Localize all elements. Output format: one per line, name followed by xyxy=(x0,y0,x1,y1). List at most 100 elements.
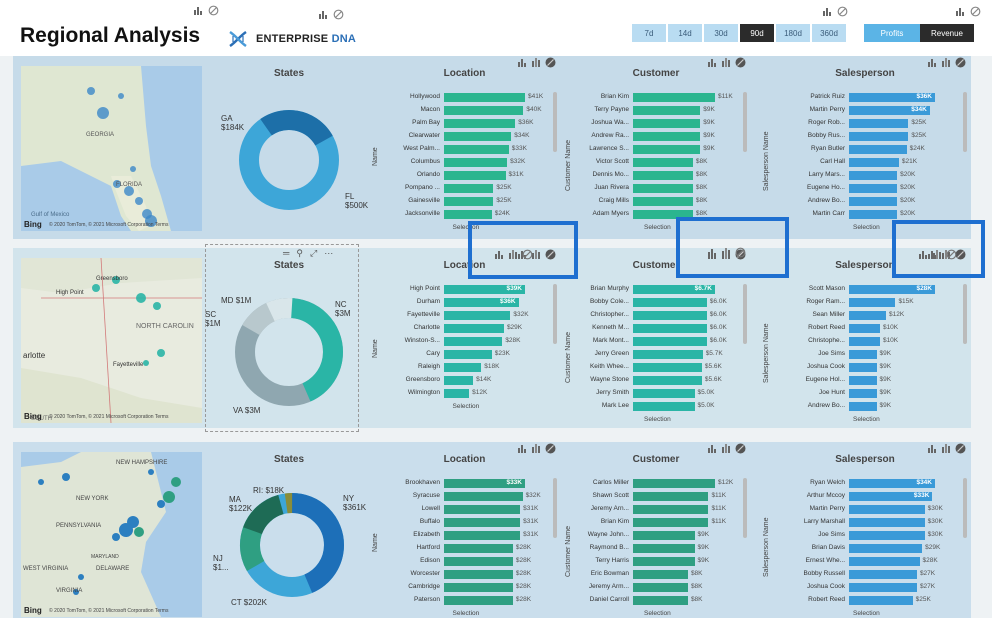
bar-row[interactable]: Victor Scott $8K xyxy=(561,157,751,167)
bar[interactable] xyxy=(633,349,703,359)
bar[interactable] xyxy=(849,517,925,527)
drill-icon[interactable] xyxy=(517,57,528,68)
bar-row[interactable]: Scott Mason $28K xyxy=(759,284,971,294)
none-icon[interactable] xyxy=(955,57,966,68)
bar[interactable] xyxy=(444,491,523,501)
bar-row[interactable]: Terry Payne $9K xyxy=(561,105,751,115)
bar-row[interactable]: Joe Hunt $9K xyxy=(759,388,971,398)
bar-row[interactable]: Clearwater $34K xyxy=(368,131,561,141)
bar[interactable] xyxy=(444,131,512,141)
states-panel[interactable]: States GA $184K FL $500K xyxy=(205,56,373,239)
highlight-icon[interactable] xyxy=(531,57,542,68)
highlight-icon[interactable] xyxy=(941,443,952,454)
highlight-icon[interactable] xyxy=(941,57,952,68)
bar-row[interactable]: Wayne Stone $5.6K xyxy=(561,375,751,385)
bar[interactable] xyxy=(444,530,521,540)
scrollbar[interactable] xyxy=(743,92,747,152)
bar-row[interactable]: Pompano ... $25K xyxy=(368,183,561,193)
bar-row[interactable]: Larry Mars... $20K xyxy=(759,170,971,180)
bar[interactable] xyxy=(849,183,898,193)
bar-row[interactable]: Larry Marshall $30K xyxy=(759,517,971,527)
scrollbar[interactable] xyxy=(963,284,967,344)
profits-button[interactable]: Profits xyxy=(864,24,920,42)
bar-row[interactable]: Mark Mont... $6.0K xyxy=(561,336,751,346)
bar[interactable] xyxy=(633,323,707,333)
states-donut[interactable] xyxy=(237,108,341,212)
scrollbar[interactable] xyxy=(553,92,557,152)
period-button-7d[interactable]: 7d xyxy=(632,24,666,42)
bar[interactable] xyxy=(633,569,688,579)
bar-row[interactable]: Jerry Green $5.7K xyxy=(561,349,751,359)
bar[interactable] xyxy=(444,196,494,206)
bar-row[interactable]: Lowell $31K xyxy=(368,504,561,514)
bar-row[interactable]: Keith Whee... $5.6K xyxy=(561,362,751,372)
bar-row[interactable]: Ernest Whe... $28K xyxy=(759,556,971,566)
bar-row[interactable]: Andrew Bo... $20K xyxy=(759,196,971,206)
bar[interactable] xyxy=(849,310,886,320)
drill-icon[interactable] xyxy=(517,443,528,454)
bar[interactable] xyxy=(849,582,917,592)
bar-row[interactable]: Daniel Carroll $8K xyxy=(561,595,751,605)
bar[interactable] xyxy=(633,196,693,206)
none-icon[interactable] xyxy=(946,249,957,260)
bar-row[interactable]: Joshua Cook $9K xyxy=(759,362,971,372)
bar-row[interactable]: Jeremy Arm... $8K xyxy=(561,582,751,592)
bar-row[interactable]: Andrew Bo... $9K xyxy=(759,401,971,411)
scrollbar[interactable] xyxy=(743,478,747,538)
bar-row[interactable]: Arthur Mccoy $33K xyxy=(759,491,971,501)
bar[interactable] xyxy=(633,504,709,514)
bar[interactable] xyxy=(633,284,715,294)
bar-row[interactable]: Orlando $31K xyxy=(368,170,561,180)
bar-row[interactable]: Hartford $28K xyxy=(368,543,561,553)
bar-row[interactable]: Palm Bay $36K xyxy=(368,118,561,128)
bar-row[interactable]: Buffalo $31K xyxy=(368,517,561,527)
bar[interactable] xyxy=(633,144,701,154)
bar[interactable] xyxy=(633,401,695,411)
focus-mode-icon[interactable]: ⤢ xyxy=(309,248,318,258)
bar[interactable] xyxy=(633,375,702,385)
bar[interactable] xyxy=(633,388,695,398)
bar[interactable] xyxy=(633,582,688,592)
bar-row[interactable]: Joshua Wa... $9K xyxy=(561,118,751,128)
bar-row[interactable]: Eugene Hol... $9K xyxy=(759,375,971,385)
bar[interactable] xyxy=(849,504,925,514)
states-panel[interactable]: States RI: $18K MA $122K NY $361K NJ $1... … xyxy=(205,442,373,618)
bar-row[interactable]: West Palm... $33K xyxy=(368,144,561,154)
bar[interactable] xyxy=(849,105,930,115)
bar-row[interactable]: Martin Perry $34K xyxy=(759,105,971,115)
bar-row[interactable]: Elizabeth $31K xyxy=(368,530,561,540)
bar-row[interactable]: Syracuse $32K xyxy=(368,491,561,501)
bar-row[interactable]: Ryan Butler $24K xyxy=(759,144,971,154)
none-icon[interactable] xyxy=(545,249,556,260)
none-icon[interactable] xyxy=(522,249,533,260)
drill-icon[interactable] xyxy=(918,249,929,260)
bar[interactable] xyxy=(849,284,935,294)
region-map[interactable]: Greensboro High Point NORTH CAROLIN Faye… xyxy=(21,258,202,423)
scrollbar[interactable] xyxy=(743,284,747,344)
bar-row[interactable]: Carl Hall $21K xyxy=(759,157,971,167)
bar[interactable] xyxy=(849,144,907,154)
more-options-icon[interactable]: ⋯ xyxy=(324,248,334,258)
bar[interactable] xyxy=(633,157,693,167)
bar-row[interactable]: Martin Perry $30K xyxy=(759,504,971,514)
bar[interactable] xyxy=(444,582,513,592)
bar[interactable] xyxy=(633,491,709,501)
none-icon[interactable] xyxy=(955,443,966,454)
bar[interactable] xyxy=(444,543,513,553)
bar-row[interactable]: Wilmington $12K xyxy=(368,388,561,398)
bar-row[interactable]: Andrew Ra... $9K xyxy=(561,131,751,141)
drill-icon[interactable] xyxy=(955,6,966,17)
none-icon[interactable] xyxy=(735,247,746,258)
bar-row[interactable]: Brookhaven $33K xyxy=(368,478,561,488)
scrollbar[interactable] xyxy=(963,478,967,538)
bar-row[interactable]: Lawrence S... $9K xyxy=(561,144,751,154)
highlight-icon[interactable] xyxy=(531,249,542,260)
bar[interactable] xyxy=(849,209,898,219)
bar-row[interactable]: Craig Mills $8K xyxy=(561,196,751,206)
bar[interactable] xyxy=(849,478,935,488)
bar-row[interactable]: Robert Reed $25K xyxy=(759,595,971,605)
states-donut[interactable] xyxy=(237,490,347,600)
states-panel[interactable]: States MD $1M SC $1M NC $3M VA $3M xyxy=(205,248,373,428)
bar[interactable] xyxy=(633,556,695,566)
none-icon[interactable] xyxy=(545,57,556,68)
